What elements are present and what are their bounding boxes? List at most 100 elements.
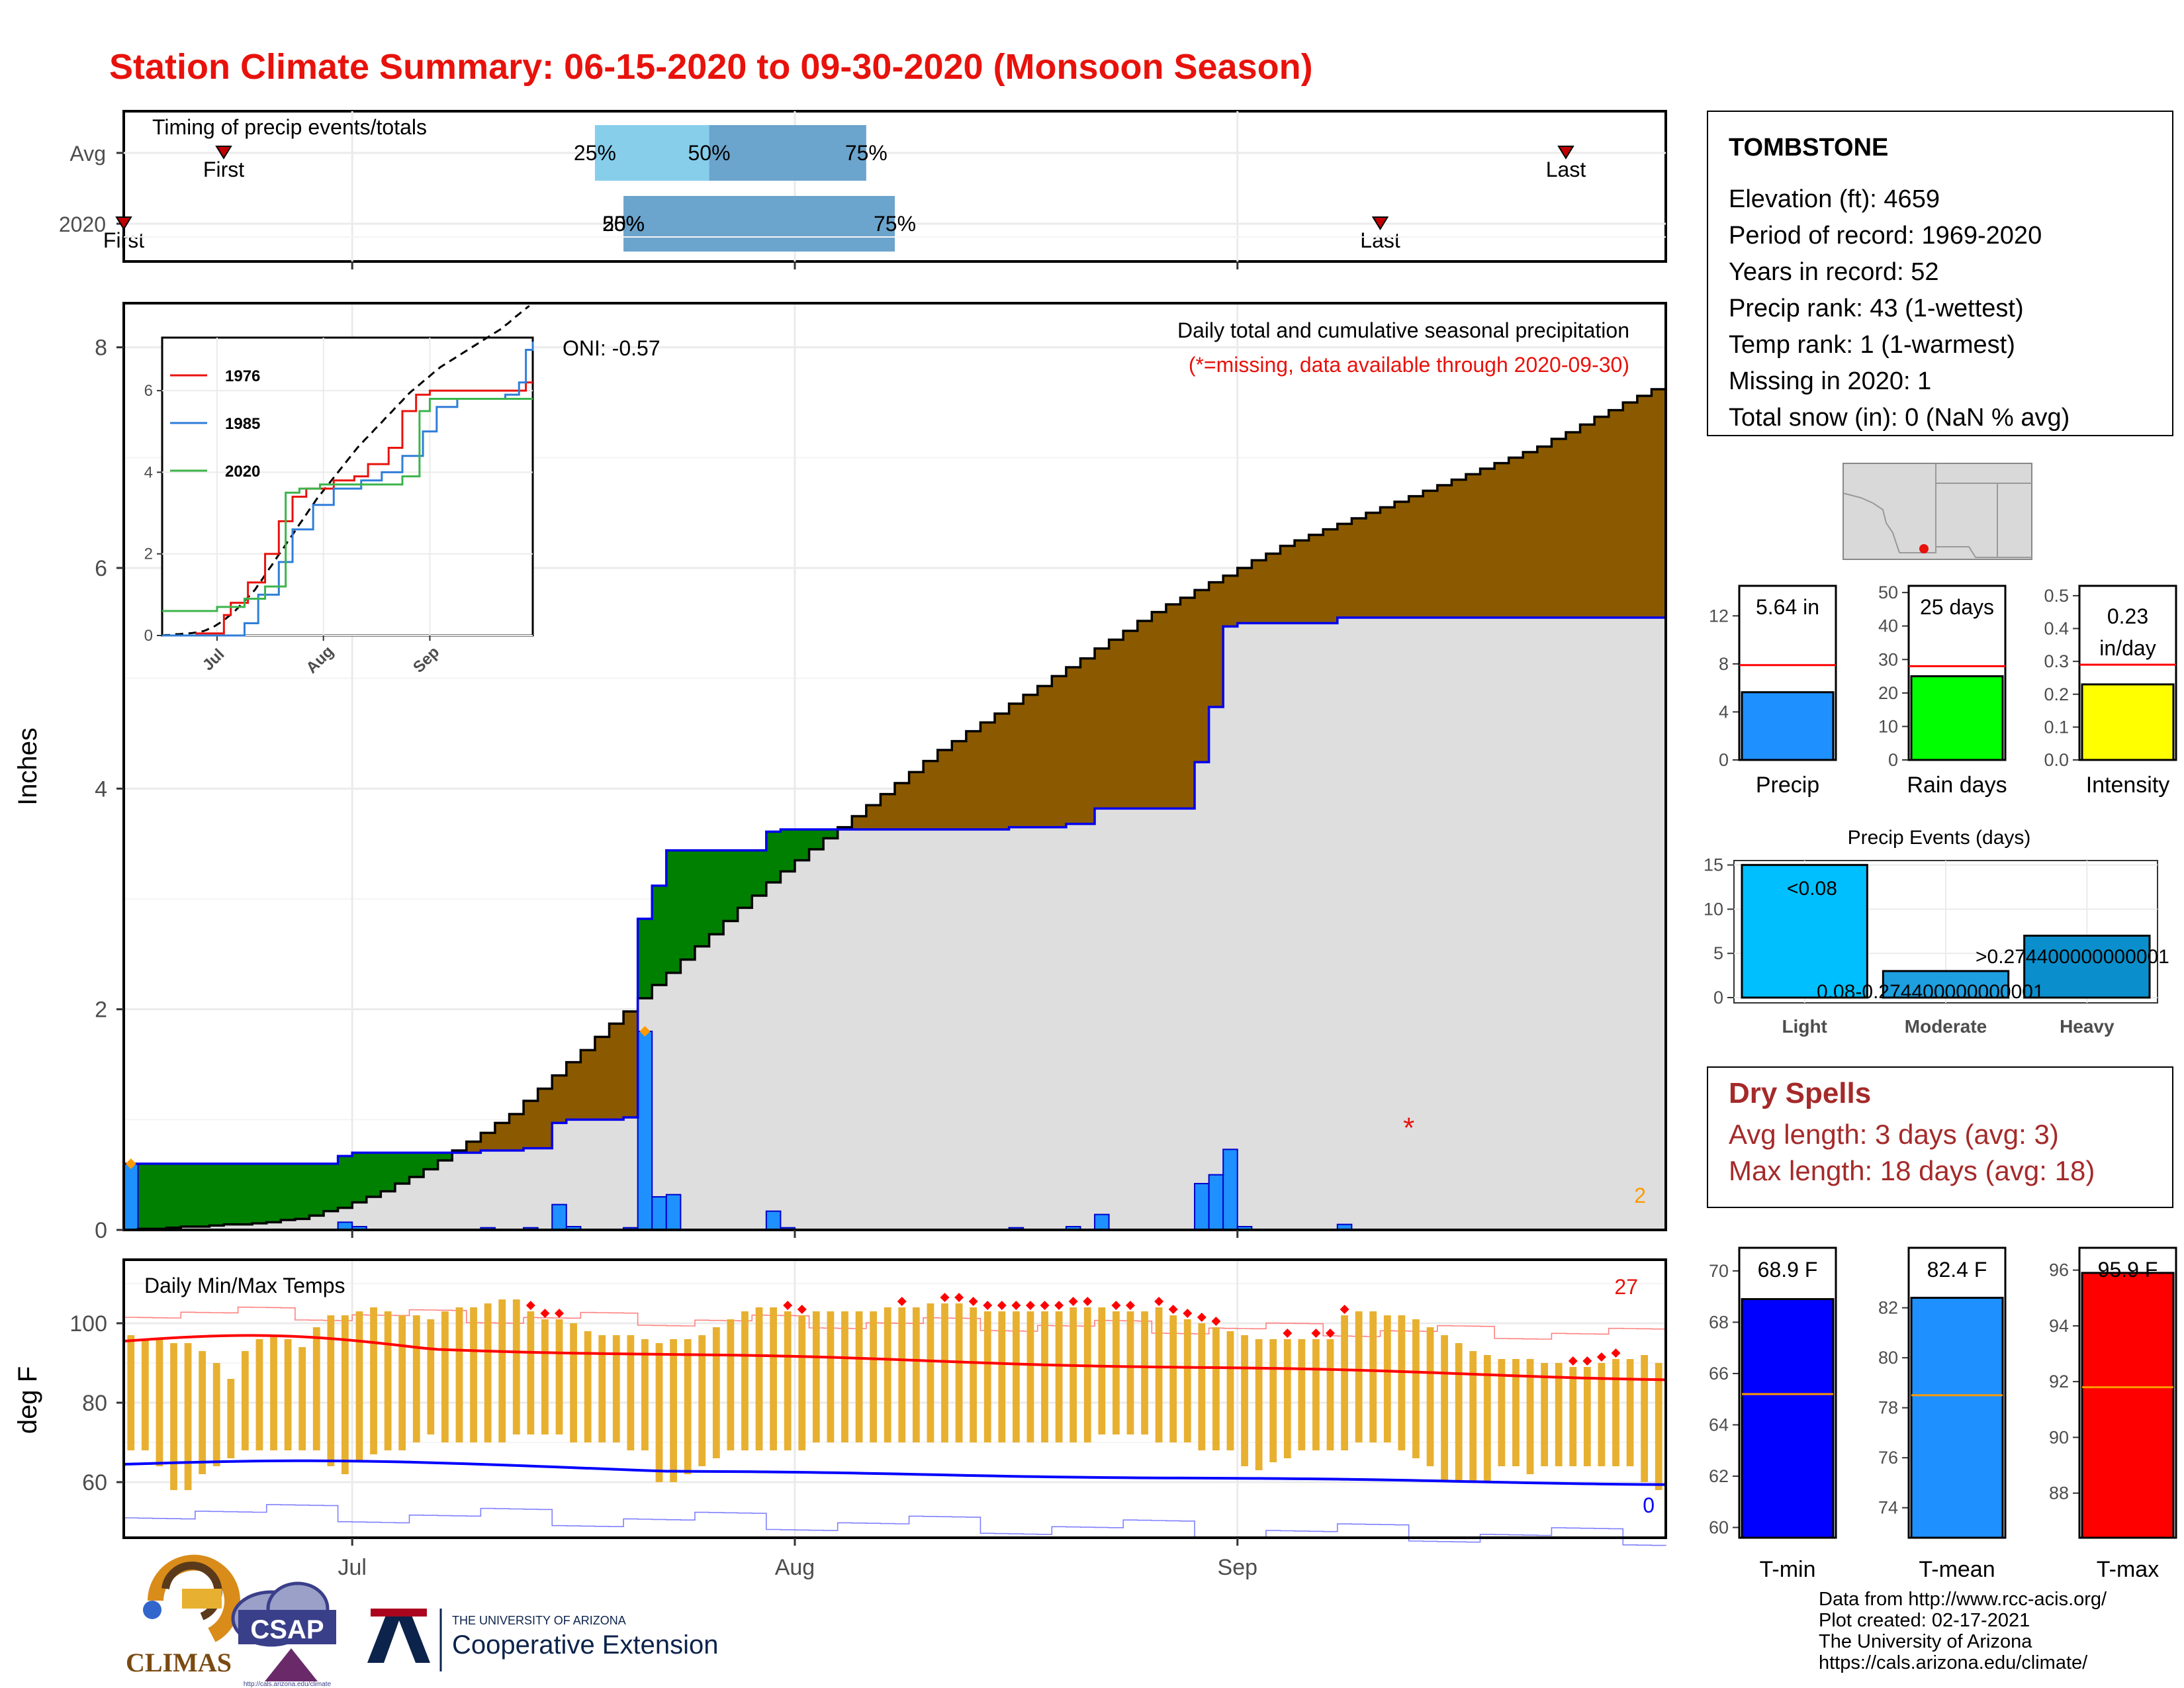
below-average-fill [537,1088,553,1149]
daily-precip-bar [551,1203,567,1231]
below-average-fill [1280,545,1295,624]
temp-summary-ytick-label: 88 [2049,1483,2069,1503]
inset-ytick-label: 4 [144,463,153,481]
temp-summary-ytick-label: 62 [1709,1466,1729,1486]
inset-series-1985 [162,342,534,637]
record-high-marker [1611,1348,1621,1358]
summary-ytick-label: 0 [1719,750,1729,770]
summary-value-label: in/day [2099,636,2156,660]
below-average-fill [1323,529,1338,624]
below-average-fill [995,714,1010,829]
daily-temp-bar [1312,1339,1320,1450]
daily-precip-bar [665,1194,682,1231]
csap-logo: CSAP http://cals.arizona.edu/climate [231,1581,336,1688]
inset-legend-label: 2020 [225,463,260,481]
record-high-marker [1568,1356,1578,1366]
daily-temp-bar [798,1315,806,1450]
summary-ytick-label: 20 [1878,683,1898,703]
record-high-marker [1154,1297,1164,1306]
summary-ytick-label: 0.1 [2044,717,2069,737]
record-high-marker [1040,1301,1050,1310]
max-day-marker [639,1026,651,1037]
daily-temp-bar [912,1307,920,1442]
record-high-marker [1111,1301,1121,1310]
data-source-footer: Data from http://www.rcc-acis.org/Plot c… [1819,1589,2107,1673]
daily-temp-bar [341,1315,349,1474]
below-average-fill [895,783,910,829]
summary-ytick-label: 12 [1709,606,1729,626]
record-high-marker [525,1301,535,1310]
csap-logo-url: http://cals.arizona.edu/climate [244,1681,332,1688]
record-high-marker [1183,1309,1193,1318]
daily-temp-bar [970,1307,978,1442]
below-average-fill [1608,410,1623,618]
timing-label-50: 50% [602,212,645,236]
temp-summary-ytick-label: 90 [2049,1427,2069,1447]
below-average-fill [1494,463,1510,618]
record-high-marker [1068,1297,1078,1306]
above-average-fill [437,1152,453,1160]
record-high-marker [1326,1329,1336,1338]
ua-big-text: Cooperative Extension [452,1630,718,1660]
record-high-marker [1168,1305,1178,1314]
below-average-fill [1465,474,1481,618]
summary-ytick-label: 0.0 [2044,750,2069,770]
record-high-marker [783,1301,793,1310]
daily-temp-bar [712,1327,720,1458]
climas-logo-text: CLIMAS [126,1648,232,1677]
dry-spells-avg: Avg length: 3 days (avg: 3) [1729,1119,2059,1150]
daily-temp-bar [284,1339,292,1450]
precip-subtitle: (*=missing, data available through 2020-… [1189,353,1629,377]
summary-ytick-label: 0.5 [2044,586,2069,606]
below-average-fill [480,1133,496,1150]
missing-count: 2 [1634,1184,1646,1207]
daily-temp-bar [1441,1335,1448,1482]
daily-temp-bar [127,1335,135,1450]
inset-ytick-label: 6 [144,382,153,400]
above-average-fill [181,1164,196,1227]
precip-ytick-label: 2 [95,998,107,1023]
average-cumulative-line [124,388,1666,1231]
daily-temp-bar [884,1307,891,1442]
above-average-fill [794,829,810,861]
daily-temp-bar [1298,1339,1306,1450]
above-average-fill [809,829,824,849]
below-average-fill [580,1050,596,1120]
below-average-fill [966,731,981,829]
summary-ytick-label: 0.4 [2044,619,2069,639]
footer-line: Data from http://www.rcc-acis.org/ [1819,1589,2107,1610]
temp-summary-ytick-label: 80 [1878,1348,1898,1368]
daily-temp-bar [441,1311,449,1442]
daily-temp-bar [512,1299,520,1434]
above-average-fill [252,1164,267,1223]
daily-temp-bar [170,1343,177,1490]
summary-ytick-label: 0.2 [2044,684,2069,704]
daily-temp-bar [598,1335,606,1442]
timing-last-label: Last [1360,228,1400,252]
below-average-fill [1137,621,1152,809]
daily-temp-bar [141,1339,149,1450]
daily-temp-bar [870,1311,878,1442]
daily-temp-bar [1626,1359,1634,1466]
events-bar-label-moderate: 0.08-0.274400000000001 [1817,981,2044,1003]
daily-temp-bar [1255,1339,1263,1470]
daily-temp-bar [484,1303,492,1442]
daily-temp-bar [612,1335,620,1442]
below-average-fill [1251,560,1267,624]
record-high-marker [1596,1352,1606,1362]
daily-temp-bar [1426,1327,1434,1466]
daily-temp-bar [1612,1359,1619,1466]
daily-temp-bar [156,1339,163,1466]
precip-y-axis-label: Inches [13,727,42,806]
above-average-fill [295,1164,310,1219]
temp-summary-category-label: T-max [2097,1557,2159,1582]
temp-summary-ytick-label: 66 [1709,1364,1729,1383]
below-average-fill [1623,402,1638,618]
daily-temp-bar [684,1339,692,1474]
timing-last-marker [1371,216,1389,230]
daily-temp-bar [384,1311,392,1450]
daily-temp-bar [1041,1311,1048,1442]
temp-summary-ytick-label: 60 [1709,1517,1729,1537]
below-average-fill [1537,446,1553,618]
